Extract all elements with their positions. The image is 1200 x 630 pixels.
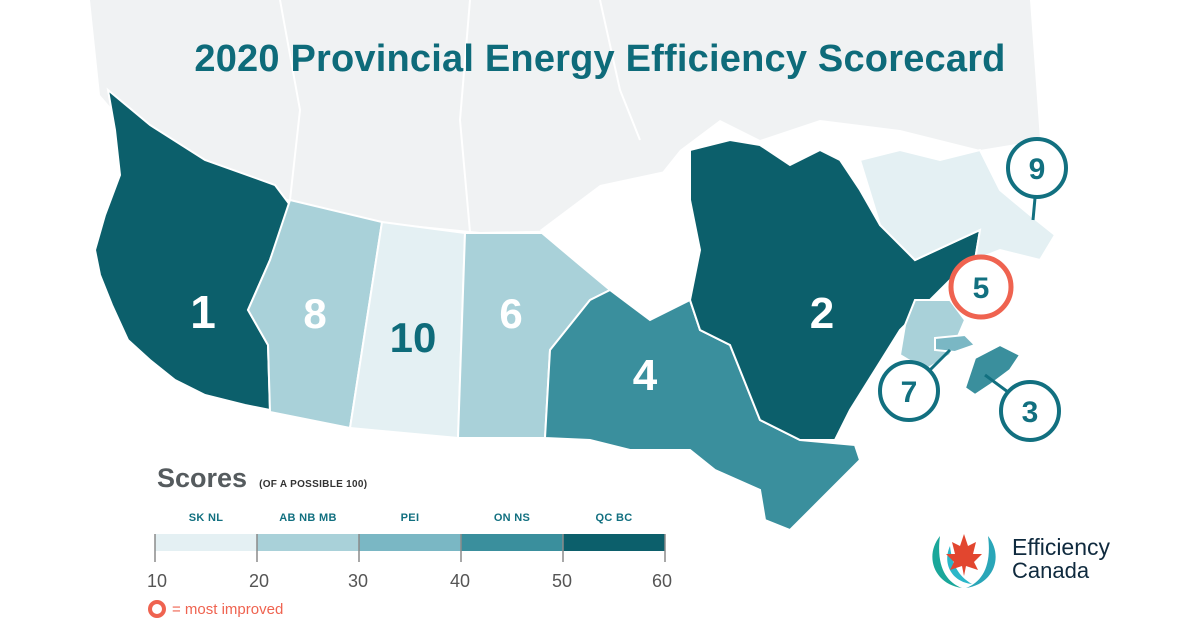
legend-band-swatch <box>461 534 563 551</box>
rank-label-mb: 6 <box>499 290 522 337</box>
rank-label-on: 4 <box>633 351 658 400</box>
legend-band-label: AB NB MB <box>279 512 337 524</box>
efficiency-canada-logo: Efficiency Canada <box>928 526 1110 592</box>
legend-band-swatch <box>563 534 665 551</box>
maple-leaf-logo-icon <box>932 534 996 588</box>
legend-tick-label: 20 <box>248 571 270 591</box>
legend-band-label: QC BC <box>595 512 633 524</box>
logo-wordmark: Efficiency Canada <box>1012 535 1110 583</box>
legend-band-label: PEI <box>400 512 420 524</box>
legend-band-label: ON NS <box>493 512 531 524</box>
rank-label-qc: 2 <box>810 289 834 338</box>
rank-label-pei: 7 <box>901 376 918 409</box>
rank-label-nl: 9 <box>1029 153 1046 186</box>
legend-band-swatch <box>359 534 461 551</box>
legend-band-labels: SK NL AB NB MB PEI ON NS QC BC <box>155 512 665 526</box>
legend-color-scale <box>155 534 665 551</box>
rank-label-bc: 1 <box>190 286 216 338</box>
legend-tick-label: 40 <box>449 571 471 591</box>
hudson-bay <box>540 170 700 320</box>
rank-label-sk: 10 <box>390 314 437 361</box>
territory-borders <box>279 0 641 233</box>
legend-band-swatch <box>257 534 359 551</box>
callout-pei: 7 <box>878 348 952 422</box>
rank-label-ab: 8 <box>303 290 326 337</box>
most-improved-ring-icon <box>148 600 166 618</box>
legend-title: Scores <box>157 463 248 493</box>
legend-heading: Scores (OF A POSSIBLE 100) <box>157 463 367 494</box>
region-nl[interactable] <box>858 148 1057 262</box>
logo-line-1: Efficiency <box>1012 534 1111 560</box>
northern-territories <box>90 0 1040 232</box>
region-bc[interactable] <box>93 87 292 412</box>
most-improved-label: = most improved <box>172 600 284 618</box>
callout-ns: 3 <box>984 373 1061 442</box>
rank-label-ns: 3 <box>1022 396 1039 429</box>
callout-nl: 9 <box>1006 137 1068 221</box>
legend-subtitle: (OF A POSSIBLE 100) <box>259 479 368 490</box>
legend-tick-label: 60 <box>651 571 673 591</box>
region-ns[interactable] <box>963 343 1022 397</box>
rank-label-nb: 5 <box>973 272 990 305</box>
legend-band-label: SK NL <box>188 512 224 524</box>
legend-tick-label: 50 <box>551 571 573 591</box>
legend-tick-label: 10 <box>146 571 168 591</box>
legend-band-swatch <box>155 534 257 551</box>
region-pei[interactable] <box>934 333 977 354</box>
callout-nb: 5 <box>948 254 1014 320</box>
page-title: 2020 Provincial Energy Efficiency Scorec… <box>194 38 1006 80</box>
legend-tick-label: 30 <box>347 571 369 591</box>
most-improved-key: = most improved <box>148 600 283 618</box>
logo-line-2: Canada <box>1012 558 1090 583</box>
